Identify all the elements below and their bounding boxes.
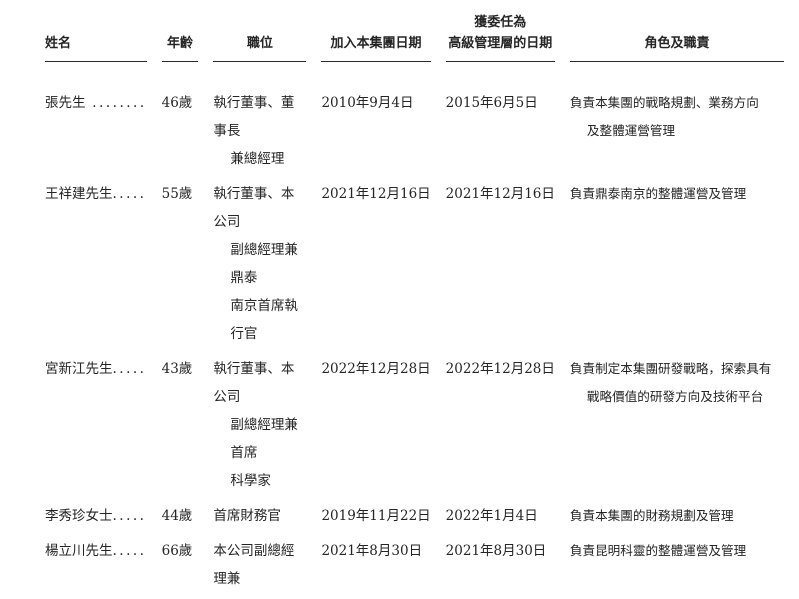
text-line: 46歲: [161, 95, 193, 111]
text-line: 負責本集團的戰略規劃、業務方向: [569, 95, 759, 110]
text-line: 2021年8月30日: [445, 543, 547, 559]
header-appointed-date-line1: 獲委任為: [474, 15, 527, 30]
table-row: 張先生 ........ 46歲 執行董事、董事長兼總經理 2010年9月4日 2015…: [45, 62, 784, 173]
appointed-date-cell: 2021年8月30日: [446, 530, 555, 599]
joined-date-cell: 2010年9月4日: [321, 62, 430, 173]
position-cell: 執行董事、本公司副總經理兼鼎泰 南京首席執行官: [213, 173, 306, 348]
age-cell: 55歲: [162, 173, 199, 348]
name-cell: 宮新江先生.....: [45, 348, 147, 495]
text-line: 負責制定本集團研發戰略，探索具有: [569, 361, 772, 376]
text-line: 科學家: [230, 473, 271, 489]
appointed-date-cell: 2015年6月5日: [446, 62, 555, 173]
dot-leader: .....: [112, 543, 147, 559]
joined-date-cell: 2021年12月16日: [321, 173, 430, 348]
position-cell: 執行董事、董事長兼總經理: [213, 62, 306, 173]
text-line: 戰略價值的研發方向及技術平台: [586, 389, 764, 404]
header-age-label: 年齡: [166, 36, 193, 51]
age-cell: 44歲: [162, 495, 199, 530]
roles-cell: 負責昆明科靈的整體運營及管理: [570, 530, 784, 599]
text-line: 43歲: [161, 361, 193, 377]
text-line: 及整體運營管理: [586, 123, 676, 138]
header-appointed-date-line2: 高級管理層的日期: [448, 36, 553, 51]
text-line: 執行董事、本公司: [213, 186, 295, 230]
name-cell: 楊立川先生.....: [45, 530, 147, 599]
person-name: 張先生: [45, 95, 86, 111]
roles-cell: 負責鼎泰南京的整體運營及管理: [570, 173, 784, 348]
header-position-label: 職位: [246, 36, 273, 51]
header-age: 年齡: [161, 12, 199, 62]
text-line: 55歲: [161, 186, 193, 202]
text-line: 副總經理兼首席: [230, 417, 298, 461]
appointed-date-cell: 2022年12月28日: [446, 348, 555, 495]
text-line: 2022年1月4日: [445, 508, 538, 524]
senior-management-table: 姓名 年齡 職位 加入本集團日期 獲委任為 高級管理層的日期 角色及職責: [30, 12, 799, 599]
text-line: 副總經理兼鼎泰: [230, 242, 298, 286]
text-line: 2021年12月16日: [445, 186, 555, 202]
table-body: 張先生 ........ 46歲 執行董事、董事長兼總經理 2010年9月4日 2015…: [45, 62, 784, 599]
person-name: 宮新江先生: [45, 361, 113, 377]
text-line: 本公司副總經理兼: [213, 543, 295, 587]
table-row: 楊立川先生..... 66歲 本公司副總經理兼昆明科靈首席執行官 2021年8月30日…: [45, 530, 784, 599]
text-line: 2022年12月28日: [445, 361, 555, 377]
text-line: 兼總經理: [230, 151, 285, 167]
roles-cell: 負責本集團的財務規劃及管理: [570, 495, 784, 530]
position-cell: 首席財務官: [213, 495, 306, 530]
appointed-date-cell: 2022年1月4日: [446, 495, 555, 530]
dot-leader: .....: [112, 361, 147, 377]
header-name: 姓名: [45, 12, 147, 62]
text-line: 南京首席執行官: [230, 298, 298, 342]
name-cell: 張先生 ........: [45, 62, 147, 173]
position-cell: 執行董事、本公司副總經理兼首席科學家: [213, 348, 306, 495]
text-line: 執行董事、董事長: [213, 95, 295, 139]
table-row: 宮新江先生..... 43歲 執行董事、本公司副總經理兼首席科學家 2022年12月2…: [45, 348, 784, 495]
dot-leader: .....: [112, 186, 147, 202]
text-line: 負責本集團的財務規劃及管理: [569, 508, 734, 523]
text-line: 2021年8月30日: [321, 543, 423, 559]
person-name: 楊立川先生: [45, 543, 113, 559]
text-line: 2021年12月16日: [321, 186, 431, 202]
text-line: 2022年12月28日: [321, 361, 431, 377]
table-row: 王祥建先生..... 55歲 執行董事、本公司副總經理兼鼎泰 南京首席執行官 2021年…: [45, 173, 784, 348]
appointed-date-cell: 2021年12月16日: [446, 173, 555, 348]
age-cell: 43歲: [162, 348, 199, 495]
joined-date-cell: 2021年8月30日: [321, 530, 430, 599]
dot-leader: ........: [85, 95, 147, 111]
text-line: 執行董事、本公司: [213, 361, 295, 405]
table-row: 李秀珍女士..... 44歲 首席財務官 2019年11月22日 2022年1月4日 負責…: [45, 495, 784, 530]
position-cell: 本公司副總經理兼昆明科靈首席執行官: [213, 530, 306, 599]
text-line: 2015年6月5日: [445, 95, 538, 111]
header-name-label: 姓名: [45, 36, 72, 51]
roles-cell: 負責制定本集團研發戰略，探索具有戰略價值的研發方向及技術平台: [570, 348, 784, 495]
header-joined-date-label: 加入本集團日期: [330, 36, 422, 51]
header-position: 職位: [213, 12, 307, 62]
header-row: 姓名 年齡 職位 加入本集團日期 獲委任為 高級管理層的日期 角色及職責: [45, 12, 784, 62]
text-line: 負責鼎泰南京的整體運營及管理: [569, 186, 747, 201]
age-cell: 46歲: [162, 62, 199, 173]
joined-date-cell: 2019年11月22日: [321, 495, 430, 530]
roles-cell: 負責本集團的戰略規劃、業務方向及整體運營管理: [570, 62, 784, 173]
text-line: 昆明科靈首席執行官: [213, 593, 306, 599]
text-line: 首席財務官: [213, 508, 281, 524]
dot-leader: .....: [112, 508, 147, 524]
header-roles-label: 角色及職責: [644, 36, 710, 51]
joined-date-cell: 2022年12月28日: [321, 348, 430, 495]
person-name: 王祥建先生: [45, 186, 113, 202]
text-line: 2019年11月22日: [321, 508, 431, 524]
header-joined-date: 加入本集團日期: [321, 12, 431, 62]
name-cell: 李秀珍女士.....: [45, 495, 147, 530]
person-name: 李秀珍女士: [45, 508, 113, 524]
text-line: 2010年9月4日: [321, 95, 414, 111]
name-cell: 王祥建先生.....: [45, 173, 147, 348]
age-cell: 66歲: [162, 530, 199, 599]
header-roles: 角色及職責: [569, 12, 784, 62]
text-line: 負責昆明科靈的整體運營及管理: [569, 543, 747, 558]
text-line: 66歲: [161, 543, 193, 559]
text-line: 44歲: [161, 508, 193, 524]
header-appointed-date: 獲委任為 高級管理層的日期: [445, 12, 555, 62]
